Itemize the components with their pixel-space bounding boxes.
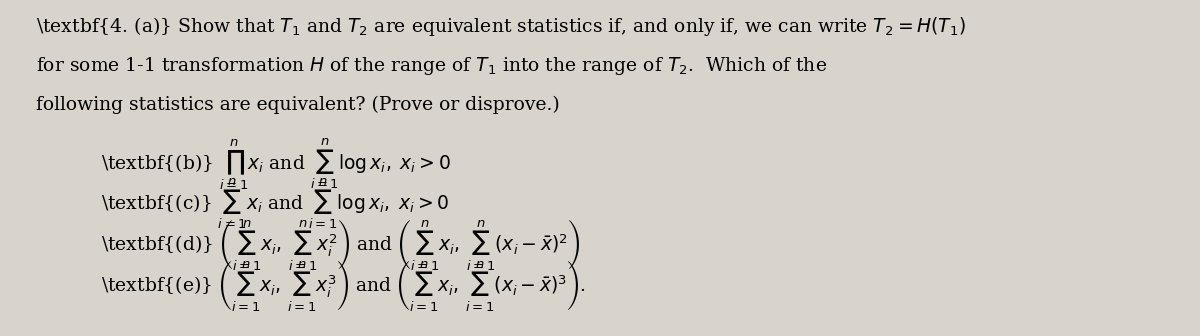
Text: \textbf{(d)} $\left(\sum_{i=1}^{n} x_i,\, \sum_{i=1}^{n} x_i^2\right)$ and $\lef: \textbf{(d)} $\left(\sum_{i=1}^{n} x_i,\… (101, 217, 581, 272)
Text: \textbf{(e)} $\left(\sum_{i=1}^{n} x_i,\, \sum_{i=1}^{n} x_i^3\right)$ and $\lef: \textbf{(e)} $\left(\sum_{i=1}^{n} x_i,\… (101, 258, 586, 313)
Text: following statistics are equivalent? (Prove or disprove.): following statistics are equivalent? (Pr… (36, 96, 560, 114)
Text: for some 1-1 transformation $H$ of the range of $T_1$ into the range of $T_2$.  : for some 1-1 transformation $H$ of the r… (36, 55, 828, 77)
Text: \textbf{4. (a)} Show that $T_1$ and $T_2$ are equivalent statistics if, and only: \textbf{4. (a)} Show that $T_1$ and $T_2… (36, 15, 966, 38)
Text: \textbf{(c)} $\sum_{i=1}^{n} x_i$ and $\sum_{i=1}^{n} \log x_i,\; x_i > 0$: \textbf{(c)} $\sum_{i=1}^{n} x_i$ and $\… (101, 177, 449, 231)
Text: \textbf{(b)} $\prod_{i=1}^{n} x_i$ and $\sum_{i=1}^{n} \log x_i,\; x_i > 0$: \textbf{(b)} $\prod_{i=1}^{n} x_i$ and $… (101, 136, 450, 192)
